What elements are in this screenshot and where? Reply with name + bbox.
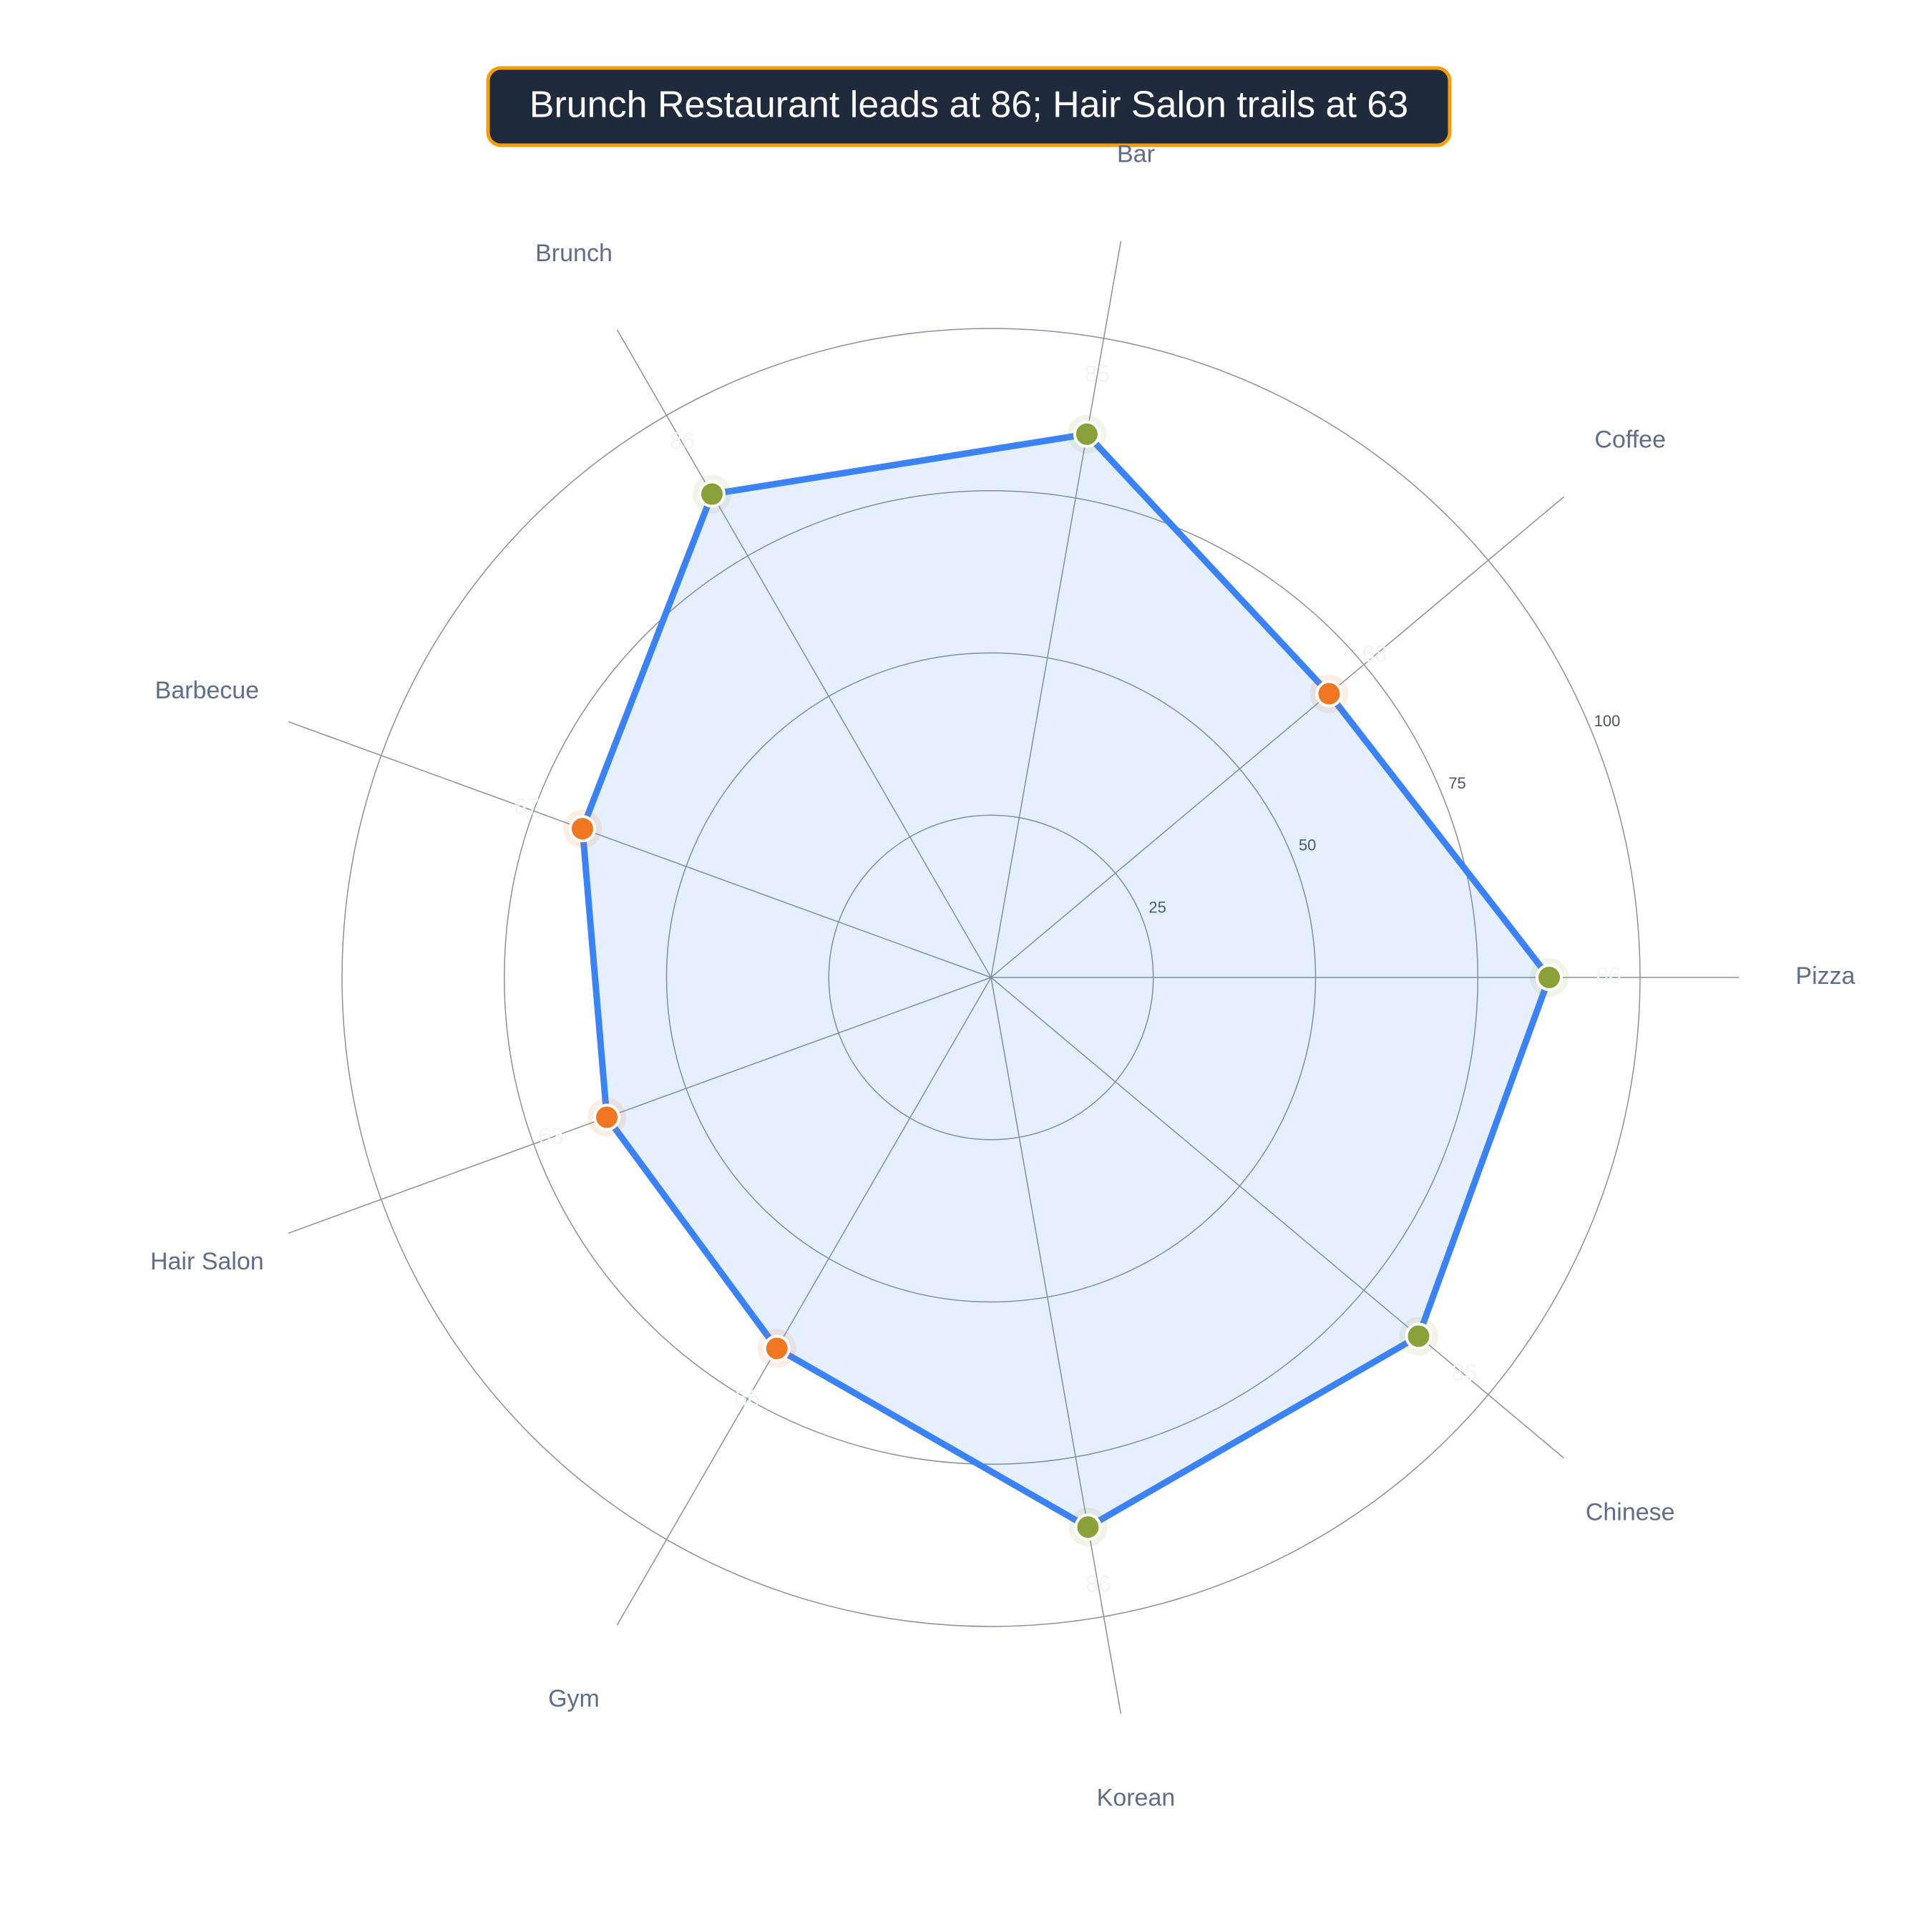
category-label: Coffee	[1594, 426, 1666, 453]
marker	[698, 480, 726, 508]
title-box	[486, 66, 1452, 147]
axis-spoke	[990, 496, 1564, 978]
value-label: 66	[734, 1385, 760, 1411]
axis-spoke	[616, 977, 992, 1626]
marker	[593, 1103, 621, 1131]
category-label: Chinese	[1586, 1498, 1675, 1526]
category-label: Barbecue	[155, 677, 260, 704]
radar-area	[579, 431, 1553, 1531]
value-label: 85	[1084, 361, 1110, 386]
category-label: Bar	[1117, 141, 1155, 168]
marker	[763, 1335, 791, 1362]
marker	[1074, 1513, 1102, 1541]
axis-spoke	[288, 977, 992, 1234]
marker	[1073, 420, 1101, 448]
r-tick-label: 25	[1148, 898, 1166, 916]
category-label: Hair Salon	[150, 1248, 264, 1275]
axis-spoke	[288, 721, 992, 978]
marker	[1315, 680, 1343, 708]
r-tick-label: 100	[1594, 712, 1621, 730]
axis-spoke	[990, 977, 1122, 1714]
value-label: 86	[1451, 1360, 1477, 1385]
value-label: 86	[670, 428, 696, 454]
marker	[1536, 964, 1563, 991]
axis-spoke	[990, 977, 1564, 1459]
r-tick-label: 75	[1448, 774, 1465, 792]
axis-spoke	[616, 329, 992, 978]
category-label: Korean	[1097, 1784, 1176, 1811]
category-label: Brunch	[535, 240, 613, 267]
r-tick-label: 50	[1299, 836, 1316, 854]
chart-title: Brunch Restaurant leads at 86; Hair Salo…	[530, 84, 1408, 126]
value-label: 67	[514, 794, 540, 819]
axis-spoke	[990, 240, 1122, 978]
category-label: Gym	[548, 1685, 600, 1712]
marker	[1405, 1322, 1433, 1350]
value-label: 86	[1085, 1571, 1111, 1596]
value-label: 86	[1596, 962, 1621, 988]
category-label: Pizza	[1795, 962, 1855, 990]
value-label: 63	[538, 1123, 564, 1148]
marker	[568, 815, 596, 843]
value-label: 68	[1362, 641, 1387, 667]
